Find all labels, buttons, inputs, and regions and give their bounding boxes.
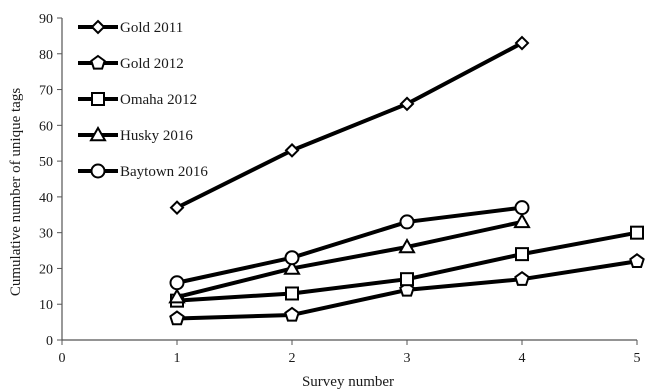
- data-point: [284, 250, 300, 266]
- x-tick-label: 3: [404, 351, 411, 366]
- data-point: [513, 212, 531, 229]
- legend-label: Gold 2012: [120, 56, 184, 72]
- legend-marker: [89, 125, 107, 142]
- y-tick-label: 30: [39, 227, 53, 242]
- legend: Gold 2011 Gold 2012 Omaha 2012 Husky 2016 Ba…: [78, 19, 208, 180]
- data-point: [630, 225, 644, 240]
- data-point: [283, 259, 301, 275]
- legend-marker: [90, 54, 106, 70]
- x-axis-label: Survey number: [302, 374, 394, 390]
- legend-entry-omaha-2012: Omaha 2012: [78, 92, 197, 108]
- x-tick-label: 0: [59, 351, 66, 366]
- data-point: [169, 310, 185, 326]
- y-tick-label: 90: [39, 12, 53, 27]
- axes: 0 10 20 30 40 50 60 70 80 90 0 1 2 3 4 5: [39, 12, 641, 366]
- data-point: [400, 272, 414, 287]
- series-line: [176, 41, 523, 210]
- data-point: [515, 247, 529, 262]
- y-tick-label: 80: [39, 48, 53, 63]
- legend-label: Gold 2011: [120, 20, 183, 36]
- x-tick-label: 5: [634, 351, 641, 366]
- legend-label: Omaha 2012: [120, 92, 197, 108]
- series-gold-2012: [169, 253, 645, 326]
- data-point: [284, 306, 300, 322]
- series-baytown-2016: [169, 200, 530, 291]
- x-tick-label: 4: [519, 351, 526, 366]
- data-point: [514, 270, 530, 286]
- y-axis-label: Cumulative number of unique tags: [8, 88, 24, 296]
- data-point: [169, 275, 185, 291]
- series-omaha-2012: [170, 225, 644, 308]
- data-point: [284, 142, 300, 158]
- data-point: [399, 214, 415, 230]
- data-point: [629, 253, 645, 268]
- y-tick-label: 20: [39, 262, 53, 277]
- data-point: [514, 200, 530, 216]
- series-husky-2016: [168, 212, 531, 304]
- legend-marker: [91, 92, 105, 106]
- series-gold-2011: [169, 35, 530, 216]
- x-tick-label: 1: [174, 351, 181, 366]
- series-line: [176, 219, 523, 300]
- y-tick-label: 60: [39, 119, 53, 134]
- y-tick-label: 70: [39, 84, 53, 99]
- legend-label: Baytown 2016: [120, 164, 208, 180]
- legend-marker: [90, 19, 106, 35]
- legend-entry-husky-2016: Husky 2016: [78, 125, 193, 144]
- legend-marker: [90, 163, 106, 179]
- data-point: [168, 288, 186, 304]
- data-point: [285, 286, 299, 301]
- series-layer: [168, 35, 645, 326]
- legend-entry-gold-2012: Gold 2012: [78, 54, 184, 72]
- y-tick-label: 50: [39, 155, 53, 170]
- data-point: [169, 200, 185, 216]
- data-point: [399, 96, 415, 112]
- y-tick-label: 10: [39, 298, 53, 313]
- legend-entry-baytown-2016: Baytown 2016: [78, 163, 208, 180]
- y-tick-label: 0: [46, 334, 53, 349]
- series-line: [176, 205, 523, 285]
- data-point: [398, 237, 416, 254]
- y-tick-label: 40: [39, 191, 53, 206]
- data-point: [514, 35, 530, 51]
- legend-entry-gold-2011: Gold 2011: [78, 19, 183, 36]
- legend-label: Husky 2016: [120, 128, 193, 144]
- x-tick-label: 2: [289, 351, 296, 366]
